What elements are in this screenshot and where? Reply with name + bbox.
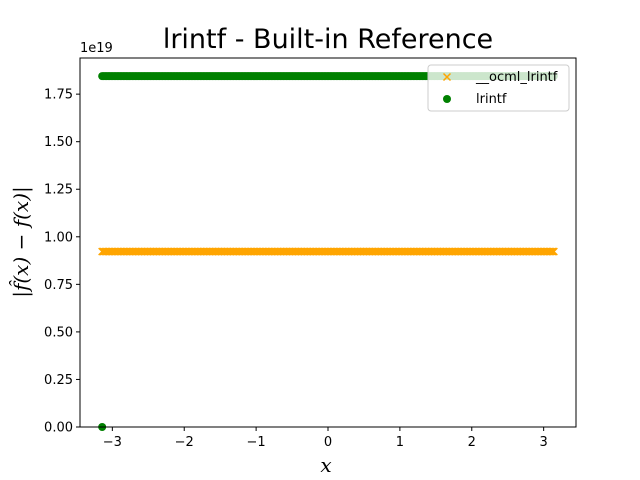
data-point xyxy=(548,247,557,256)
y-tick-label: 0.50 xyxy=(44,325,73,340)
x-tick-label: 2 xyxy=(468,435,476,450)
y-tick-label: 0.75 xyxy=(44,278,73,293)
y-tick-label: 0.25 xyxy=(44,373,73,388)
series-1 xyxy=(98,247,558,256)
legend-label: __ocml_lrintf xyxy=(475,70,558,85)
x-tick-label: −1 xyxy=(247,435,266,450)
legend-label: lrintf xyxy=(476,92,507,107)
x-tick-label: −2 xyxy=(175,435,194,450)
y-tick-label: 0.00 xyxy=(44,421,73,436)
y-tick-label: 1.25 xyxy=(44,183,73,198)
data-point xyxy=(546,247,555,256)
y-tick-label: 1.75 xyxy=(44,88,73,103)
legend-box xyxy=(427,64,570,112)
legend-marker-circle xyxy=(443,95,451,103)
x-axis-label: x xyxy=(320,453,331,477)
legend-marker-x xyxy=(442,72,452,82)
chart-title: lrintf - Built-in Reference xyxy=(163,24,493,55)
y-axis-label: |f̂(x) − f(x)| xyxy=(9,186,34,298)
y-axis: 0.00 0.25 0.50 0.75 1.00 1.25 1.50 1.75 xyxy=(44,88,80,436)
x-tick-label: 1 xyxy=(396,435,404,450)
y-tick-label: 1.50 xyxy=(44,135,73,150)
data-point xyxy=(549,247,558,256)
x-tick-label: 3 xyxy=(540,435,548,450)
x-tick-label: −3 xyxy=(103,435,122,450)
y-tick-label: 1.00 xyxy=(44,230,73,245)
y-offset-label: 1e19 xyxy=(80,41,113,56)
x-axis: −3 −2 −1 0 1 2 3 xyxy=(103,427,548,450)
x-tick-label: 0 xyxy=(324,435,332,450)
